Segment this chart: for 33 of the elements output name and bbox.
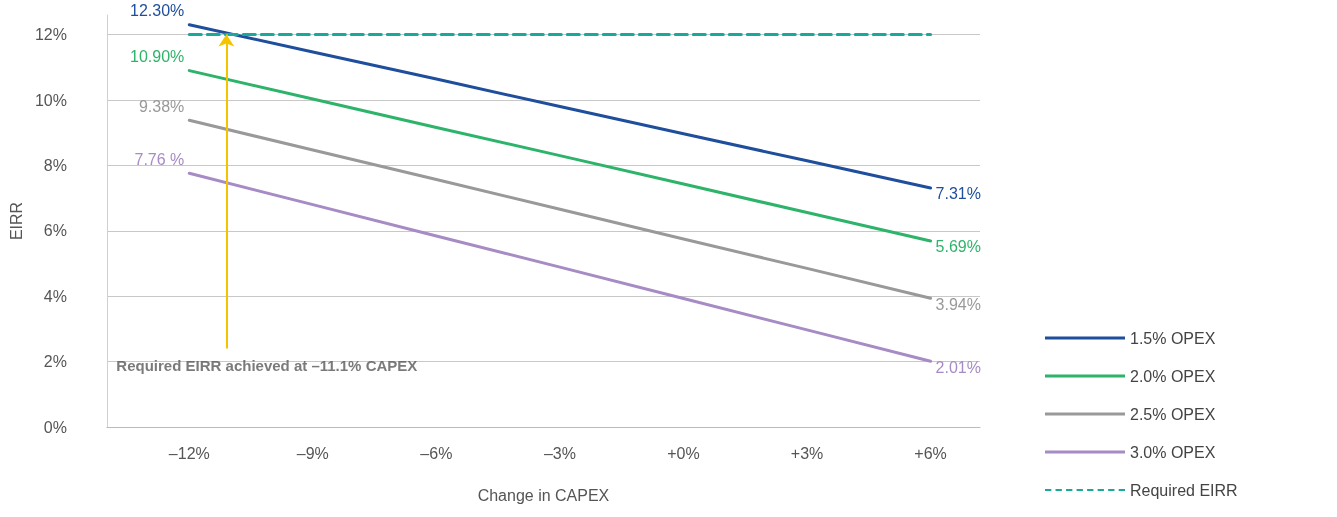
data-label: 2.01% bbox=[935, 358, 981, 376]
data-label: 7.31% bbox=[935, 185, 981, 203]
y-tick-label: 10% bbox=[34, 91, 67, 109]
annotation: Required EIRR achieved at –11.1% CAPEX bbox=[116, 356, 418, 374]
y-tick-label: 2% bbox=[43, 353, 67, 371]
y-tick-label: 6% bbox=[43, 222, 67, 240]
legend-label: 2.5% OPEX bbox=[1130, 405, 1216, 423]
line-series bbox=[187, 69, 933, 243]
y-tick-label: 8% bbox=[43, 156, 67, 174]
data-label: 12.30% bbox=[130, 2, 185, 20]
x-tick-label: +0% bbox=[667, 444, 700, 462]
line-series bbox=[187, 118, 933, 300]
legend-label: Required EIRR bbox=[1130, 481, 1238, 499]
legend-label: 1.5% OPEX bbox=[1130, 329, 1216, 347]
x-tick-label: –12% bbox=[168, 444, 210, 462]
data-label: 3.94% bbox=[935, 295, 981, 313]
x-tick-label: –3% bbox=[543, 444, 576, 462]
legend-label: 3.0% OPEX bbox=[1130, 443, 1216, 461]
x-tick-label: –6% bbox=[420, 444, 453, 462]
data-label: 9.38% bbox=[138, 97, 185, 115]
x-tick-label: –9% bbox=[296, 444, 329, 462]
x-tick-label: +6% bbox=[914, 444, 947, 462]
data-label: 5.69% bbox=[935, 238, 981, 256]
x-tick-label: +3% bbox=[790, 444, 824, 462]
y-tick-label: 0% bbox=[43, 418, 67, 436]
x-axis-title: Change in CAPEX bbox=[477, 486, 610, 504]
line-series bbox=[187, 23, 933, 190]
legend-label: 2.0% OPEX bbox=[1130, 367, 1216, 385]
y-tick-label: 12% bbox=[34, 26, 67, 44]
y-tick-label: 4% bbox=[43, 287, 67, 305]
y-axis-title: EIRR bbox=[7, 201, 25, 241]
data-label: 7.76 % bbox=[134, 150, 185, 168]
data-label: 10.90% bbox=[130, 48, 185, 66]
